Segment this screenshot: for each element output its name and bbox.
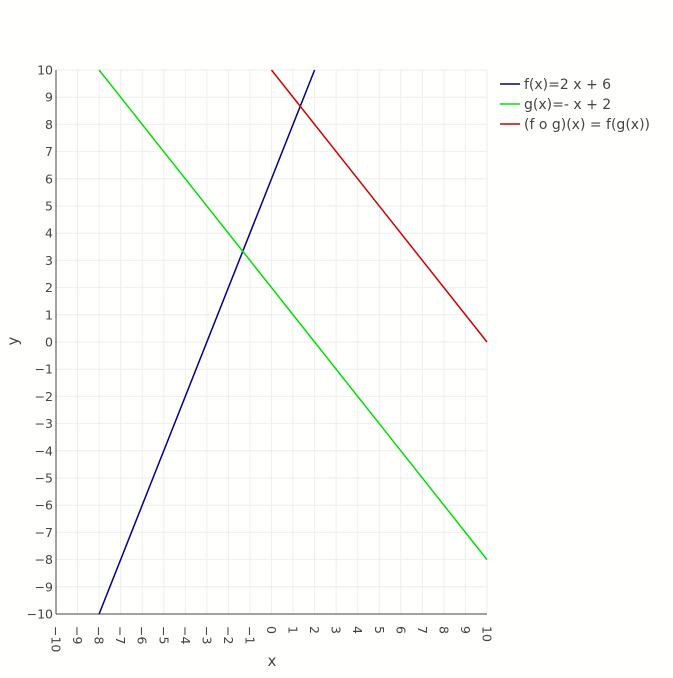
x-tick-label: 10 (480, 626, 495, 642)
y-tick-label: −5 (35, 471, 53, 486)
y-tick-label: 10 (37, 63, 53, 78)
x-axis-title: x (268, 652, 277, 670)
legend-label-2: g(x)=- x + 2 (524, 97, 611, 113)
y-tick-label: −7 (35, 525, 53, 540)
x-tick-label: 8 (436, 626, 451, 634)
y-tick-label: −4 (35, 443, 53, 458)
y-axis-title: y (4, 336, 22, 345)
legend: f(x)=2 x + 6 g(x)=- x + 2 (f o g)(x) = f(g… (500, 77, 650, 133)
y-tick-label: −3 (35, 416, 53, 431)
y-tick-label: −10 (27, 607, 53, 622)
y-tick-label: 3 (45, 253, 53, 268)
y-tick-label: −8 (35, 552, 53, 567)
x-tick-label: −9 (70, 626, 85, 644)
x-tick-label: 4 (350, 626, 365, 634)
x-tick-label: −2 (221, 626, 236, 644)
x-tick-label: 9 (458, 626, 473, 634)
x-tick-labels: −10 −9 −8 −7 −6 −5 −4 −3 −2 −1 0 1 2 3 4 5 6 7 8 9 10 (49, 626, 495, 652)
x-tick-label: 2 (307, 626, 322, 634)
y-tick-label: 7 (45, 144, 53, 159)
y-tick-label: −1 (35, 362, 53, 377)
x-tick-label: 3 (329, 626, 344, 634)
x-tick-label: −5 (156, 626, 171, 644)
y-tick-label: 9 (45, 90, 53, 105)
y-tick-label: 4 (45, 226, 53, 241)
series-line-3 (270, 69, 488, 343)
x-tick-label: 5 (372, 626, 387, 634)
x-tick-label: 7 (415, 626, 430, 634)
axes (55, 70, 487, 615)
series-lines (98, 69, 488, 615)
x-tick-label: 6 (393, 626, 408, 634)
x-tick-label: −8 (92, 626, 107, 644)
grid (55, 69, 488, 615)
x-tick-label: −1 (242, 626, 257, 644)
series-line-1 (98, 69, 316, 615)
legend-label-3: (f o g)(x) = f(g(x)) (524, 117, 650, 133)
y-tick-label: 6 (45, 171, 53, 186)
y-tick-label: −6 (35, 498, 53, 513)
y-tick-label: 0 (45, 335, 53, 350)
x-tick-label: −3 (199, 626, 214, 644)
series-line-2 (98, 69, 488, 561)
y-tick-label: 8 (45, 117, 53, 132)
y-tick-label: 5 (45, 199, 53, 214)
y-tick-label: 2 (45, 280, 53, 295)
x-tick-label: −6 (135, 626, 150, 644)
y-tick-label: −2 (35, 389, 53, 404)
legend-label-1: f(x)=2 x + 6 (524, 77, 611, 93)
x-tick-label: −10 (49, 626, 64, 652)
x-tick-label: 0 (264, 626, 279, 634)
x-tick-label: −4 (178, 626, 193, 644)
y-tick-label: −9 (35, 579, 53, 594)
x-tick-label: 1 (286, 626, 301, 634)
y-tick-label: 1 (45, 307, 53, 322)
x-tick-label: −7 (113, 626, 128, 644)
